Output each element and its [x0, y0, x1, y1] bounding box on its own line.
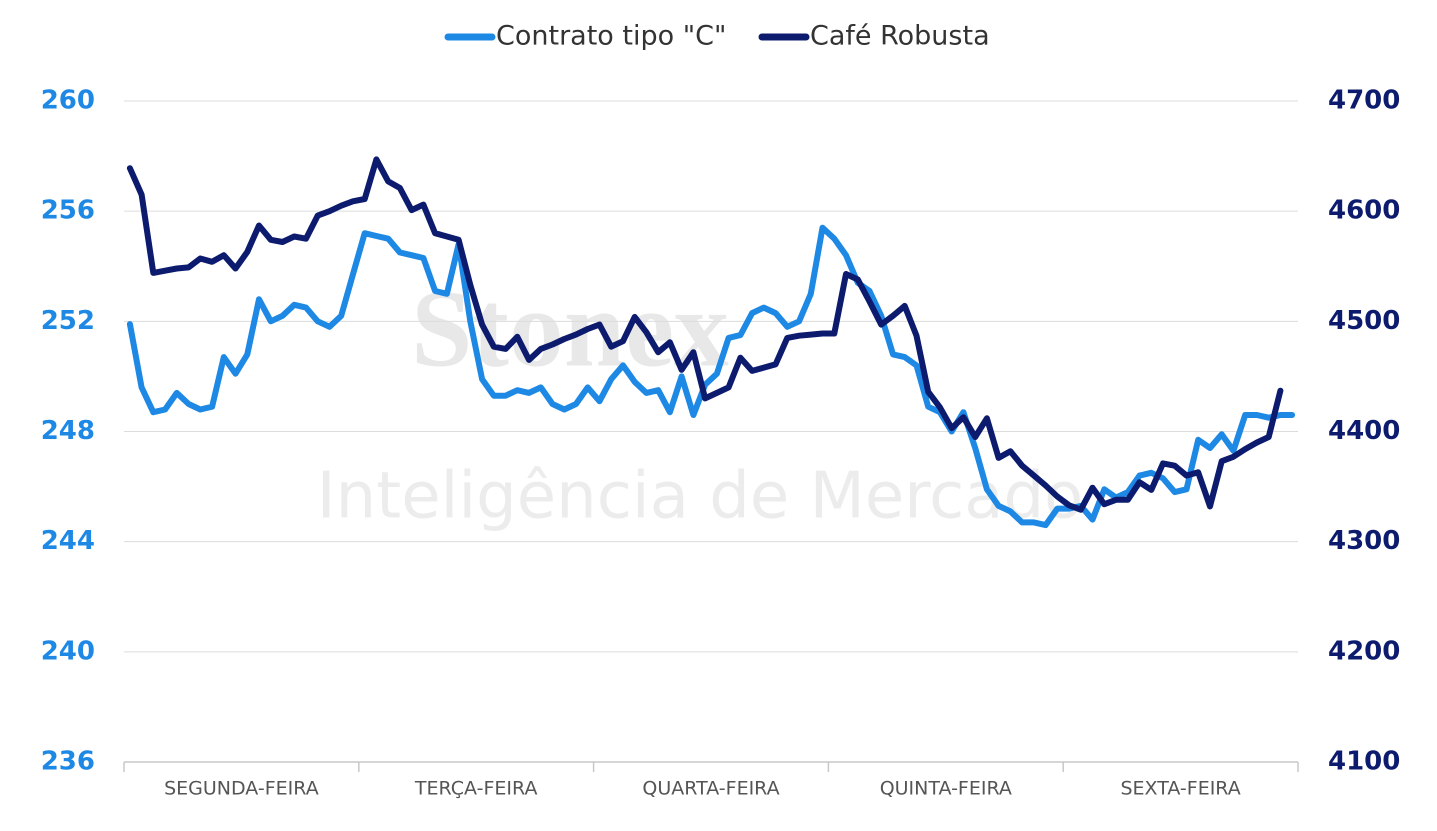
y2-tick-label: 4400: [1328, 416, 1400, 446]
y2-tick-label: 4500: [1328, 306, 1400, 336]
y2-tick-label: 4100: [1328, 747, 1400, 777]
x-tick-label: QUARTA-FEIRA: [642, 778, 779, 800]
y-tick-label: 248: [41, 416, 95, 446]
legend-label: Contrato tipo "C": [496, 21, 726, 52]
x-tick-label: SEXTA-FEIRA: [1120, 778, 1240, 800]
y-tick-label: 236: [41, 747, 95, 777]
x-tick-label: TERÇA-FEIRA: [414, 778, 538, 800]
series-line: [126, 156, 1284, 513]
y-tick-label: 244: [41, 526, 95, 556]
y-tick-label: 252: [41, 306, 95, 336]
legend-label: Café Robusta: [810, 21, 990, 52]
y2-tick-label: 4700: [1328, 86, 1400, 116]
y-tick-label: 260: [41, 86, 95, 116]
y2-tick-label: 4200: [1328, 636, 1400, 666]
x-tick-label: QUINTA-FEIRA: [880, 778, 1012, 800]
y2-tick-label: 4600: [1328, 196, 1400, 226]
y-tick-label: 256: [41, 196, 95, 226]
series-line: [126, 224, 1296, 529]
y2-tick-label: 4300: [1328, 526, 1400, 556]
x-tick-label: SEGUNDA-FEIRA: [164, 778, 319, 800]
y-tick-label: 240: [41, 636, 95, 666]
watermark-subtitle: Inteligência de Mercado: [317, 460, 1084, 534]
